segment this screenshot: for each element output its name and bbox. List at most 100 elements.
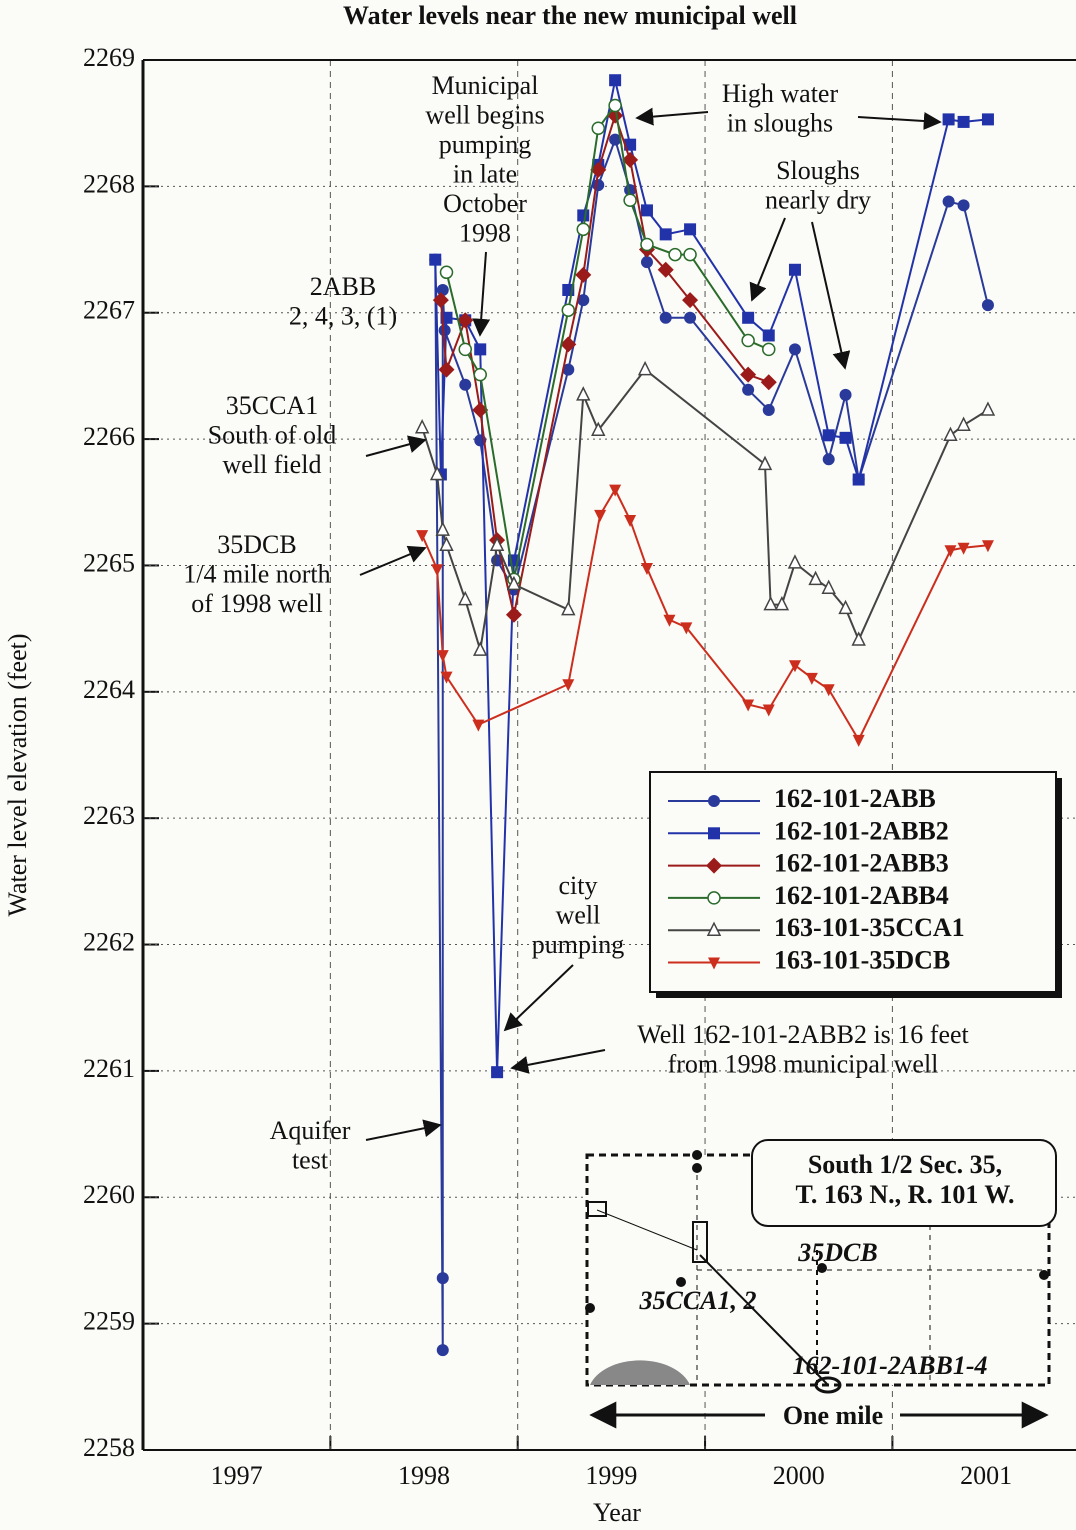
point: [439, 536, 454, 551]
point: [473, 641, 488, 656]
annotation-arrows: [359, 107, 942, 1141]
inset-line: [596, 1209, 698, 1251]
x-tick-label: 1998: [398, 1461, 450, 1490]
point: [852, 734, 865, 747]
inset-label: 162-101-2ABB1-4: [793, 1351, 988, 1380]
point: [609, 484, 622, 497]
point: [742, 383, 755, 396]
annotation: well: [556, 900, 601, 929]
point: [438, 324, 451, 337]
series-line: [439, 112, 770, 615]
point: [562, 363, 575, 376]
point: [416, 530, 429, 543]
legend-label: 162-101-2ABB4: [774, 881, 949, 910]
point: [561, 303, 576, 317]
point: [682, 292, 699, 309]
point: [640, 204, 653, 217]
point: [822, 453, 835, 466]
y-tick-label: 2269: [83, 43, 135, 72]
point: [438, 361, 455, 378]
point: [944, 545, 957, 558]
y-tick-label: 2259: [83, 1307, 135, 1336]
point: [591, 421, 606, 436]
point: [680, 622, 693, 635]
point: [760, 374, 777, 391]
point: [942, 113, 955, 126]
point: [562, 679, 575, 692]
point: [640, 256, 653, 269]
legend: 162-101-2ABB 162-101-2ABB2 162-101-2ABB3 16…: [668, 784, 965, 974]
inset-dot: [676, 1277, 686, 1287]
inset-well: [692, 1221, 708, 1263]
point: [429, 465, 445, 481]
point: [761, 342, 776, 357]
point: [805, 672, 818, 685]
point: [788, 263, 801, 276]
point: [980, 401, 996, 416]
point: [707, 891, 721, 905]
point: [706, 857, 722, 874]
point: [590, 161, 607, 178]
x-tick-label: 1999: [585, 1461, 637, 1490]
point: [577, 209, 590, 222]
annotation: Well 162-101-2ABB2 is 16 feet: [637, 1020, 969, 1049]
point: [788, 343, 801, 356]
point: [507, 554, 520, 567]
annotation: Aquifer: [270, 1116, 351, 1145]
annotation: nearly dry: [765, 185, 871, 214]
point: [821, 579, 836, 594]
point: [788, 660, 801, 673]
annotation: 1998: [459, 218, 511, 247]
point: [706, 921, 722, 936]
x-tick-label: 2000: [773, 1461, 825, 1490]
point: [622, 151, 639, 168]
point: [742, 311, 755, 324]
point: [668, 247, 682, 262]
legend-box: [649, 771, 1057, 993]
inset-dot: [585, 1303, 595, 1313]
point: [624, 514, 637, 527]
point: [640, 562, 653, 575]
point: [591, 121, 606, 135]
point: [560, 336, 577, 353]
inset-dot: [1039, 1270, 1049, 1280]
series-group: [414, 74, 996, 1357]
inset-label: 35CCA1, 2: [638, 1286, 756, 1315]
legend-label: 162-101-2ABB3: [774, 849, 949, 878]
point: [740, 366, 757, 383]
arrow: [811, 221, 851, 370]
point: [942, 195, 955, 208]
point: [506, 575, 522, 591]
point: [762, 404, 775, 417]
annotation: 2, 4, 3, (1): [289, 301, 397, 330]
chart-title: Water levels near the new municipal well: [343, 1, 797, 30]
point: [640, 237, 654, 252]
point: [431, 564, 444, 577]
point: [981, 540, 994, 553]
point: [429, 253, 442, 266]
annotation: pumping: [439, 130, 531, 159]
inset-title-box: [751, 1139, 1057, 1227]
scale-label: One mile: [783, 1401, 883, 1430]
annotation: from 1998 municipal well: [668, 1049, 939, 1078]
point: [762, 329, 775, 342]
point: [458, 342, 472, 357]
point: [787, 554, 803, 569]
legend-label: 162-101-2ABB: [774, 784, 936, 813]
point: [624, 138, 637, 151]
arrow: [365, 435, 427, 457]
annotation: well field: [223, 450, 322, 479]
arrow: [635, 107, 709, 126]
y-tick-label: 2262: [83, 928, 135, 957]
point: [561, 601, 576, 616]
point: [684, 223, 697, 236]
point: [505, 606, 522, 623]
point: [472, 719, 485, 732]
annotation: pumping: [532, 930, 624, 959]
y-tick-label: 2258: [83, 1433, 135, 1462]
annotation: South of old: [208, 420, 337, 449]
point: [683, 247, 697, 262]
arrow: [359, 545, 427, 576]
x-axis-label: Year: [593, 1498, 641, 1527]
